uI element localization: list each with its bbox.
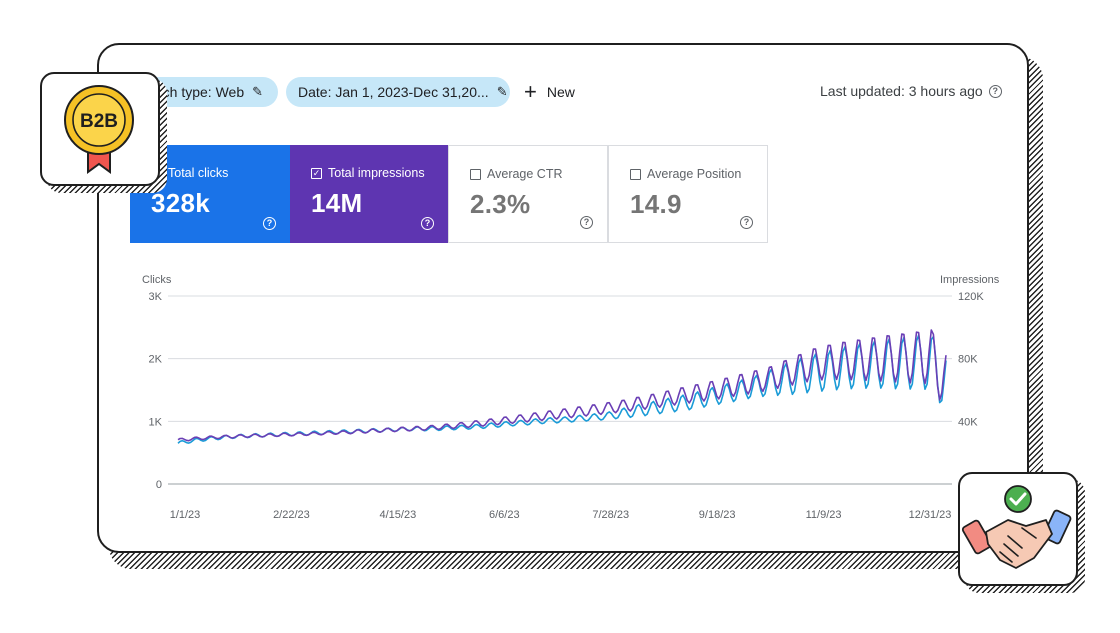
check-circle-icon: [1004, 485, 1032, 513]
handshake-icon: [961, 485, 1072, 569]
right-axis-title: Impressions: [940, 274, 1000, 286]
date-range-chip[interactable]: Date: Jan 1, 2023-Dec 31,20... ✎: [286, 77, 510, 107]
x-tick-label: 12/31/23: [909, 509, 952, 521]
average-position-label: Average Position: [647, 167, 742, 181]
b2b-badge: B2B: [40, 72, 160, 186]
average-ctr-tile[interactable]: Average CTR 2.3% ?: [448, 145, 608, 243]
total-clicks-value: 328k: [151, 188, 211, 218]
last-updated-text: Last updated: 3 hours ago: [820, 83, 983, 99]
total-impressions-tile[interactable]: ✓ Total impressions 14M ?: [290, 145, 448, 243]
left-tick-label: 2K: [149, 354, 163, 366]
total-impressions-value: 14M: [311, 188, 363, 218]
right-tick-label: 40K: [958, 416, 978, 428]
new-filter-label: New: [546, 84, 575, 100]
award-ribbon-icon: B2B: [64, 85, 134, 174]
total-clicks-label: Total clicks: [168, 166, 229, 180]
pencil-icon[interactable]: ✎: [252, 84, 264, 99]
x-tick-label: 6/6/23: [489, 509, 520, 521]
pencil-icon[interactable]: ✎: [496, 84, 508, 99]
help-icon[interactable]: ?: [740, 216, 753, 229]
x-tick-label: 4/15/23: [380, 509, 417, 521]
left-tick-label: 1K: [149, 416, 163, 428]
average-position-value: 14.9: [630, 189, 682, 219]
series-line-impressions: [177, 329, 947, 442]
checkbox-unchecked-icon[interactable]: [630, 168, 641, 180]
new-filter-button[interactable]: + New: [524, 77, 575, 107]
x-tick-label: 11/9/23: [806, 509, 842, 521]
left-tick-label: 0: [156, 479, 162, 491]
help-icon[interactable]: ?: [263, 217, 276, 230]
last-updated: Last updated: 3 hours ago ?: [820, 83, 1002, 99]
left-tick-label: 3K: [149, 291, 163, 303]
plus-icon: +: [524, 79, 537, 104]
total-impressions-label: Total impressions: [328, 166, 425, 180]
performance-card: [97, 43, 1029, 553]
b2b-text: B2B: [80, 111, 118, 132]
help-icon[interactable]: ?: [988, 84, 1002, 98]
x-tick-label: 2/22/23: [273, 509, 310, 521]
right-tick-label: 120K: [958, 291, 984, 303]
x-tick-label: 1/1/23: [170, 509, 201, 521]
checkbox-unchecked-icon[interactable]: [470, 168, 481, 180]
handshake-badge: [958, 472, 1078, 586]
left-axis-title: Clicks: [142, 274, 172, 286]
average-ctr-value: 2.3%: [470, 189, 531, 219]
right-tick-label: 80K: [958, 354, 978, 366]
x-tick-label: 7/28/23: [592, 509, 629, 521]
average-ctr-label: Average CTR: [487, 167, 563, 181]
date-range-label: Date: Jan 1, 2023-Dec 31,20...: [298, 84, 489, 100]
help-icon[interactable]: ?: [421, 217, 434, 230]
checkbox-checked-icon[interactable]: ✓: [311, 167, 322, 179]
x-tick-label: 9/18/23: [699, 509, 736, 521]
help-icon[interactable]: ?: [580, 216, 593, 229]
search-type-label: rch type: Web: [158, 84, 245, 100]
average-position-tile[interactable]: Average Position 14.9 ?: [608, 145, 768, 243]
